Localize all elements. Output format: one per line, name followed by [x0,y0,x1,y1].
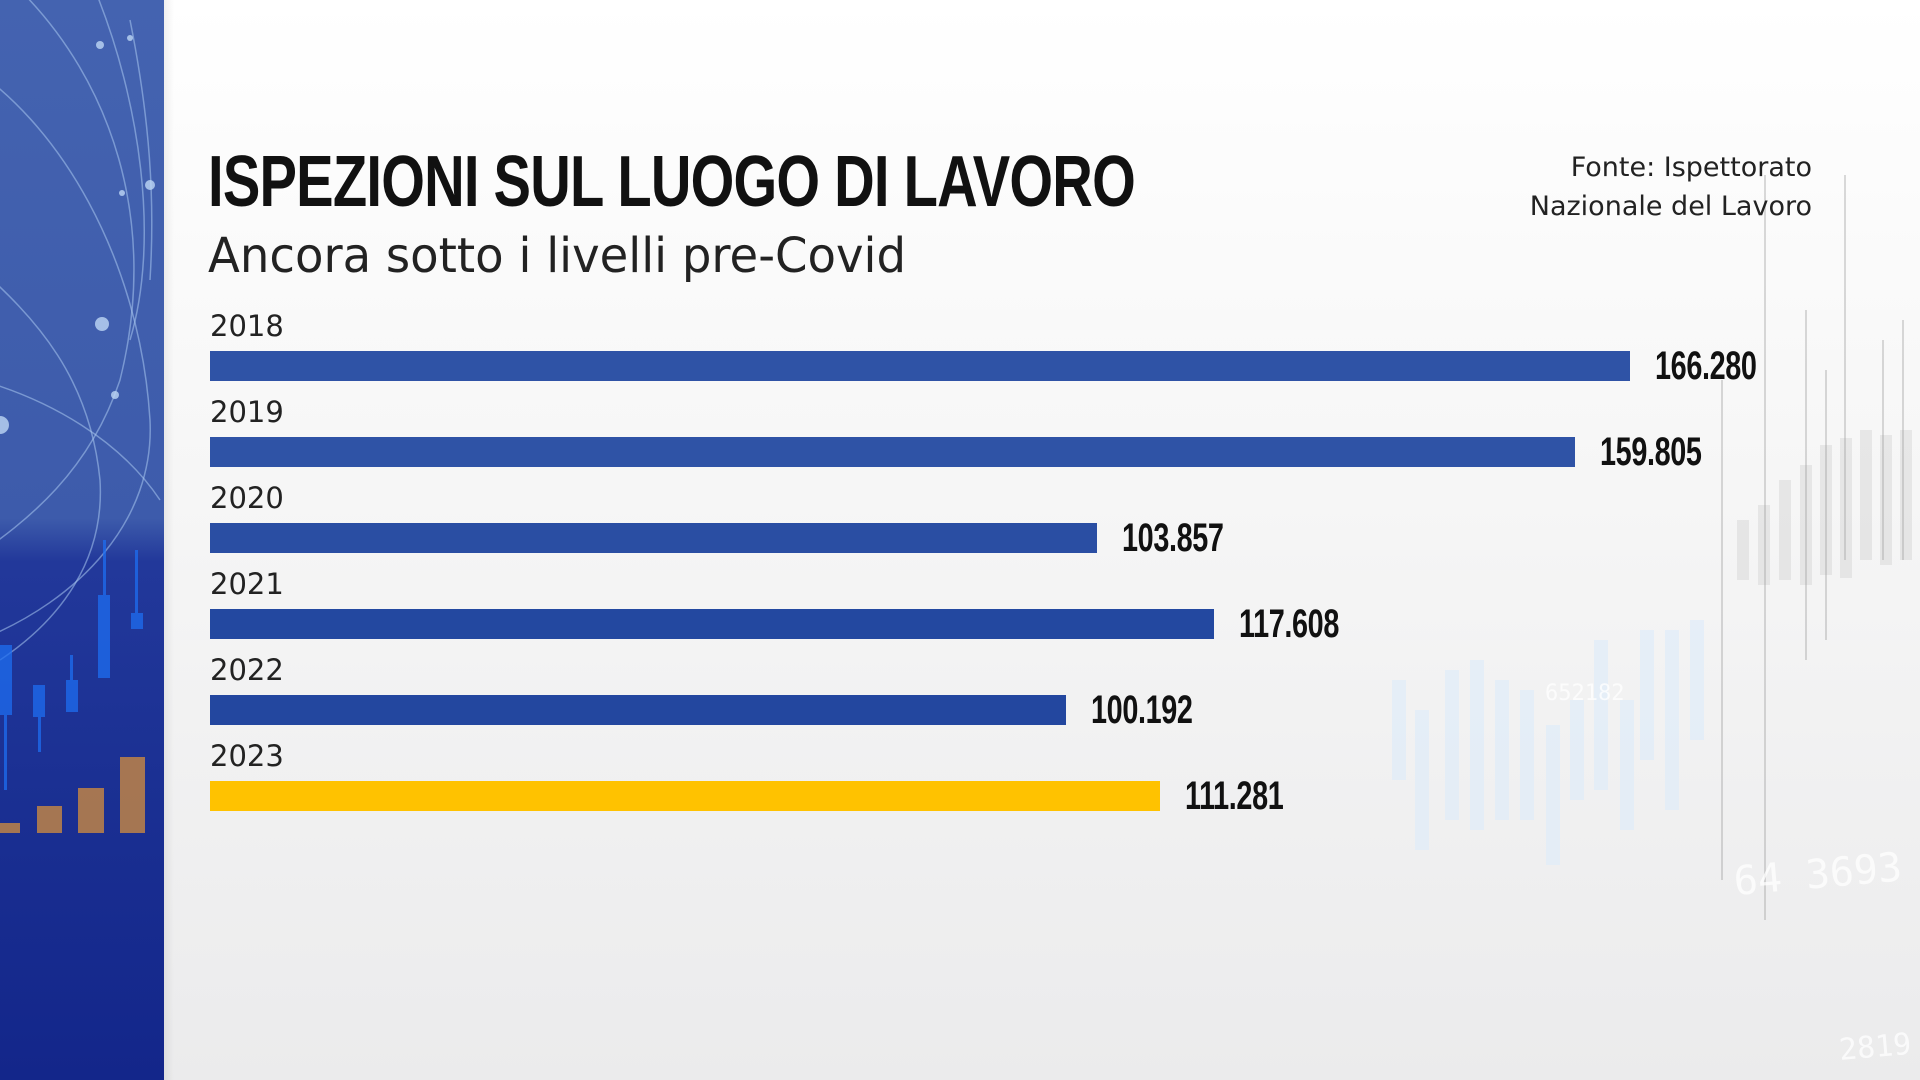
bar-row-2018: 2018 166.280 [210,308,1810,394]
year-label: 2023 [210,739,284,773]
panel-shadow [164,0,174,1080]
decorative-side-panel [0,0,164,1080]
svg-text:2819: 2819 [1838,1027,1913,1068]
bar [210,351,1630,381]
source-line-2: Nazionale del Lavoro [1529,191,1812,222]
value-label: 103.857 [1121,516,1224,560]
value-label: 117.608 [1239,602,1340,646]
year-label: 2022 [210,653,284,687]
bar-chart: 2018 166.280 2019 159.805 2020 103.857 2… [210,308,1810,824]
value-label: 111.281 [1185,774,1284,818]
svg-text:64 3693: 64 3693 [1732,844,1904,905]
network-lines-icon [0,0,161,833]
bar-row-2020: 2020 103.857 [210,480,1810,566]
bar [210,523,1097,553]
year-label: 2021 [210,567,284,601]
source-note: Fonte: Ispettorato Nazionale del Lavoro [1530,148,1812,226]
value-label: 100.192 [1090,688,1193,732]
bar-row-2022: 2022 100.192 [210,652,1810,738]
source-line-1: Fonte: Ispettorato [1570,152,1812,183]
bar [210,437,1575,467]
value-label: 159.805 [1599,430,1702,474]
bar-row-2023: 2023 111.281 [210,738,1810,824]
year-label: 2020 [210,481,284,515]
chart-subtitle: Ancora sotto i livelli pre-Covid [208,228,907,284]
bar [210,695,1066,725]
bar-row-2019: 2019 159.805 [210,394,1810,480]
value-label: 166.280 [1655,344,1757,388]
bar-highlight [210,781,1161,811]
year-label: 2018 [210,309,284,343]
year-label: 2019 [210,395,284,429]
bar [210,609,1215,639]
chart-title: ISPEZIONI SUL LUOGO DI LAVORO [208,142,1136,222]
bar-row-2021: 2021 117.608 [210,566,1810,652]
